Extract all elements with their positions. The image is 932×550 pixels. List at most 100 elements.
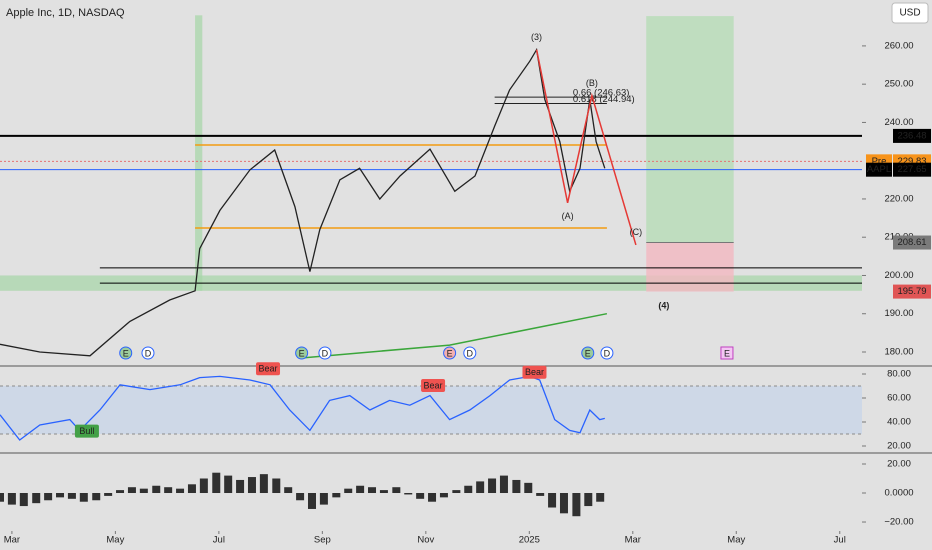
y-tick-label: 0.0000 — [884, 488, 913, 499]
signal-box — [74, 424, 99, 438]
event-marker — [318, 346, 332, 360]
histogram-bar — [44, 493, 53, 501]
histogram-bar — [284, 487, 293, 494]
histogram-bar — [439, 493, 448, 498]
y-tick-label: 260.00 — [884, 40, 913, 51]
currency-button[interactable] — [891, 2, 929, 24]
histogram-bar — [7, 493, 16, 505]
signal-label: Bull — [79, 426, 94, 436]
fib-label: 0.66 (246.63) — [573, 88, 630, 99]
moving-average — [300, 312, 608, 359]
histogram-bar — [236, 479, 245, 494]
price-tag-label: 195.79 — [897, 286, 926, 297]
histogram-bar — [344, 488, 353, 494]
histogram-bar — [356, 485, 365, 494]
histogram-bar — [572, 493, 581, 517]
histogram-bar — [296, 493, 305, 501]
histogram-bar — [19, 493, 28, 507]
histogram-bar — [164, 487, 173, 494]
histogram-bar — [319, 493, 328, 505]
x-tick-label: Jul — [213, 535, 225, 546]
histogram-bar — [428, 493, 437, 502]
wave-label: (3) — [531, 32, 542, 42]
histogram-bar — [212, 472, 221, 494]
wave-label: (C) — [630, 227, 643, 237]
event-label: E — [724, 348, 730, 358]
event-marker — [720, 346, 734, 360]
y-tick-label: 240.00 — [884, 117, 913, 128]
histogram-bar — [176, 488, 185, 494]
event-marker — [581, 346, 595, 360]
event-marker — [600, 346, 614, 360]
x-tick-label: 2025 — [519, 535, 540, 546]
histogram-bar — [79, 493, 88, 502]
x-tick-label: May — [727, 535, 745, 546]
y-tick-label: 220.00 — [884, 193, 913, 204]
tag-name: Pre — [872, 156, 887, 167]
y-tick-label: 200.00 — [884, 270, 913, 281]
event-label: E — [299, 348, 305, 358]
x-tick-label: Mar — [4, 535, 20, 546]
histogram-bar — [116, 490, 125, 494]
event-marker — [443, 346, 457, 360]
price-tag-label: 229.83 — [897, 156, 926, 167]
currency[interactable]: USD — [899, 8, 920, 19]
price-tag-label: 236.48 — [897, 130, 926, 141]
event-marker — [295, 346, 309, 360]
histogram-bar — [104, 493, 113, 496]
histogram-bar — [139, 488, 148, 494]
histogram-bar — [224, 475, 233, 494]
fib-label: 0.618 (244.94) — [573, 94, 635, 105]
event-marker — [119, 346, 133, 360]
y-tick-label: 20.00 — [887, 441, 911, 452]
event-marker — [141, 346, 155, 360]
price-tag — [893, 235, 931, 250]
wave-label: (B) — [586, 78, 598, 88]
histogram-bar — [452, 490, 461, 494]
histogram-bar — [272, 478, 281, 494]
histogram-bar — [32, 493, 41, 504]
event-label: D — [145, 348, 152, 358]
histogram-bar — [127, 487, 136, 494]
histogram-bar — [199, 478, 208, 494]
histogram-bar — [332, 493, 341, 498]
signal-box — [421, 379, 446, 392]
y-tick-label: 80.00 — [887, 369, 911, 380]
histogram-bar — [548, 493, 557, 508]
histogram-bar — [536, 493, 545, 496]
histogram-bar — [524, 482, 533, 494]
histogram-bar — [499, 475, 508, 494]
rsi-line — [0, 375, 605, 441]
y-tick-label: 60.00 — [887, 393, 911, 404]
y-tick-label: 40.00 — [887, 417, 911, 428]
histogram-bar — [56, 493, 65, 498]
histogram-bar — [559, 493, 568, 514]
histogram-bar — [187, 484, 196, 494]
y-tick-label: 180.00 — [884, 347, 913, 358]
signal-label: Bear — [525, 367, 544, 377]
tag-name: AAPL — [867, 164, 891, 175]
y-tick-label: −20.00 — [884, 517, 913, 528]
histogram-bar — [67, 493, 76, 499]
histogram-bar — [476, 481, 485, 494]
signal-box — [522, 365, 547, 379]
x-tick-label: Sep — [314, 535, 331, 546]
wave-label: (A) — [562, 211, 574, 221]
histogram-bar — [392, 487, 401, 494]
histogram-bar — [416, 493, 425, 499]
y-tick-label: 20.00 — [887, 459, 911, 470]
price-tag-label: 208.61 — [897, 237, 926, 248]
signal-label: Bear — [424, 380, 443, 390]
tag-name-box — [866, 162, 892, 177]
histogram-bar — [464, 485, 473, 494]
signal-box — [256, 362, 281, 376]
zone — [195, 15, 203, 291]
y-tick-label: 250.00 — [884, 79, 913, 90]
price-line — [0, 47, 606, 357]
histogram-bar — [379, 490, 388, 494]
histogram-bar — [259, 474, 268, 494]
price-tag-label: 227.65 — [897, 164, 926, 175]
histogram-bar — [404, 493, 413, 495]
